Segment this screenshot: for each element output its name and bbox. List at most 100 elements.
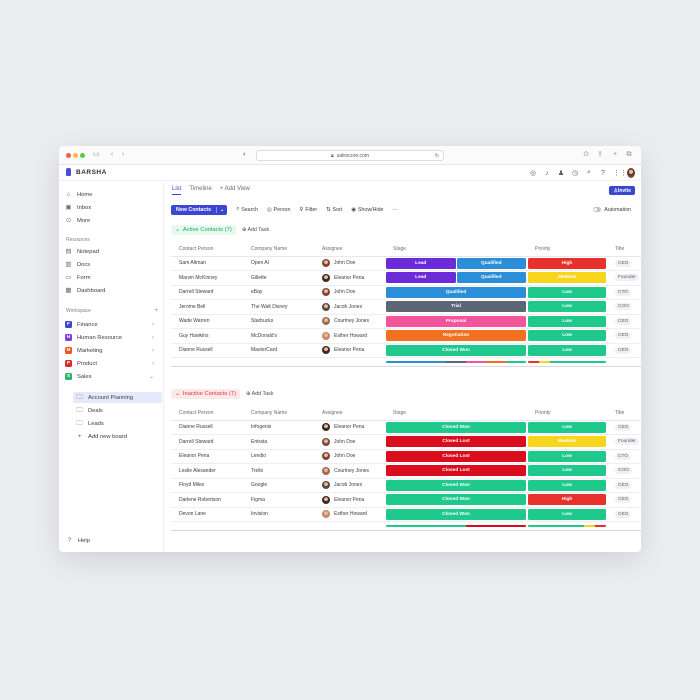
priority-cell[interactable]: High <box>527 492 607 508</box>
contact-cell[interactable]: Sam Altman <box>171 256 243 271</box>
contact-cell[interactable]: Marvin McKinney <box>171 270 243 286</box>
stage-cell[interactable]: Closed Won <box>385 343 527 358</box>
stage-cell[interactable]: Closed Won <box>385 478 527 493</box>
title-cell[interactable]: CTO <box>607 449 641 464</box>
privacy-icon[interactable]: ◐ <box>242 151 248 158</box>
title-cell[interactable]: CEO <box>607 420 641 435</box>
person-filter-button[interactable]: ◎ Person <box>267 207 290 213</box>
column-header-priority[interactable]: Priority <box>527 406 607 421</box>
new-tab-icon[interactable]: + <box>612 151 618 158</box>
title-cell[interactable]: COO <box>607 299 641 315</box>
priority-badge[interactable]: Low <box>528 344 606 356</box>
app-brand[interactable]: BARSHA <box>66 168 107 176</box>
stage-cell[interactable]: Closed Won <box>385 492 527 508</box>
priority-cell[interactable]: Medium <box>527 434 607 450</box>
priority-badge[interactable]: Medium <box>528 436 606 448</box>
tab-list[interactable]: List <box>172 186 182 195</box>
tab-add-view[interactable]: + Add View <box>219 186 250 192</box>
assignee-cell[interactable]: John Doe <box>314 449 385 464</box>
board-leads[interactable]: 🗀︎ Leads <box>73 418 162 429</box>
priority-cell[interactable]: Low <box>527 478 607 493</box>
reload-icon[interactable]: ↻ <box>434 152 439 159</box>
table-row[interactable]: Dianne Russell Infogenix Eleanor Pena Close… <box>171 420 641 435</box>
sidebar-item-docs[interactable]: ▥ Docs <box>65 259 161 270</box>
team-icon[interactable]: ♟ <box>557 170 565 177</box>
tab-timeline[interactable]: Timeline <box>189 186 212 192</box>
priority-cell[interactable]: Low <box>527 420 607 435</box>
column-header-priority[interactable]: Priority <box>527 242 607 257</box>
table-row[interactable]: Darlene Robertson Figma Eleanor Pena Closed… <box>171 492 641 508</box>
assignee-cell[interactable]: Eleanor Pena <box>314 492 385 508</box>
toggle-switch[interactable] <box>593 207 602 212</box>
show-hide-button[interactable]: ◉ Show/Hide <box>351 207 383 213</box>
priority-badge[interactable]: High <box>528 494 606 506</box>
assignee-cell[interactable]: John Doe <box>314 285 385 300</box>
stage-cell[interactable]: Closed Lost <box>385 449 527 464</box>
company-cell[interactable]: The Walt Disney <box>243 299 314 315</box>
title-cell[interactable]: COO <box>607 463 641 479</box>
company-cell[interactable]: McDonald's <box>243 328 314 344</box>
help-link[interactable]: ? Help <box>66 537 90 544</box>
title-cell[interactable]: CTO <box>607 285 641 300</box>
invite-button[interactable]: ♙Invite <box>609 186 635 195</box>
company-cell[interactable]: Invision <box>243 507 314 522</box>
search-icon[interactable]: ⌕ <box>587 169 591 176</box>
stage-cell[interactable]: Lead Qualified <box>385 270 527 286</box>
assignee-cell[interactable]: John Doe <box>314 434 385 450</box>
stage-badge[interactable]: Closed Lost <box>386 436 526 448</box>
stage-badge[interactable]: Closed Won <box>386 494 526 506</box>
sidebar-item-home[interactable]: ⌂ Home <box>65 189 161 200</box>
assignee-cell[interactable]: Esther Howard <box>314 328 385 344</box>
priority-badge[interactable]: Low <box>528 315 606 327</box>
contact-cell[interactable]: Devon Lane <box>171 507 243 522</box>
priority-badge[interactable]: Low <box>528 508 606 520</box>
user-avatar[interactable] <box>627 168 635 178</box>
column-header-stage[interactable]: Stage <box>385 406 527 421</box>
share-icon[interactable]: ⇪ <box>597 151 603 158</box>
add-task-button[interactable]: ⊕ Add Task <box>242 227 269 233</box>
chevron-down-icon[interactable]: ⌄ <box>216 206 227 213</box>
table-row[interactable]: Eleanor Pena Lendio John Doe Closed Lost Low… <box>171 449 641 464</box>
priority-badge[interactable]: High <box>528 257 606 269</box>
stage-cell[interactable]: Lead Qualified <box>385 256 527 271</box>
priority-badge[interactable]: Low <box>528 450 606 462</box>
assignee-cell[interactable]: Courtney Jones <box>314 314 385 329</box>
priority-cell[interactable]: Low <box>527 314 607 329</box>
assignee-cell[interactable]: Jacob Jones <box>314 299 385 315</box>
contact-cell[interactable]: Darrell Steward <box>171 434 243 450</box>
stage-badge[interactable]: Trial <box>386 301 526 313</box>
contact-cell[interactable]: Darrell Steward <box>171 285 243 300</box>
stage-cell[interactable]: Closed Won <box>385 507 527 522</box>
tabs-icon[interactable]: ⧉ <box>626 151 632 158</box>
maximize-dot[interactable] <box>80 153 85 158</box>
stage-badge[interactable]: Closed Lost <box>386 450 526 462</box>
company-cell[interactable]: Trello <box>243 463 314 479</box>
title-cell[interactable]: CEO <box>607 256 641 271</box>
assignee-cell[interactable]: Eleanor Pena <box>314 343 385 358</box>
minimize-dot[interactable] <box>73 153 78 158</box>
workspace-finance[interactable]: F Finance › <box>65 319 161 330</box>
company-cell[interactable]: Google <box>243 478 314 493</box>
contact-cell[interactable]: Darlene Robertson <box>171 492 243 508</box>
company-cell[interactable]: Starbucks <box>243 314 314 329</box>
stage-cell[interactable]: Trial <box>385 299 527 315</box>
stage-cell[interactable]: Closed Lost <box>385 463 527 479</box>
priority-cell[interactable]: Low <box>527 299 607 315</box>
company-cell[interactable]: Gillette <box>243 270 314 286</box>
column-header-assignee[interactable]: Assignee <box>314 242 385 257</box>
contact-cell[interactable]: Jerome Bell <box>171 299 243 315</box>
priority-cell[interactable]: High <box>527 256 607 271</box>
priority-cell[interactable]: Low <box>527 449 607 464</box>
stage-cell[interactable]: Qualified <box>385 285 527 300</box>
table-row[interactable]: Sam Altman Open AI John Doe Lead Qualified Hi… <box>171 256 641 271</box>
priority-cell[interactable]: Low <box>527 328 607 344</box>
company-cell[interactable]: Lendio <box>243 449 314 464</box>
column-header-assignee[interactable]: Assignee <box>314 406 385 421</box>
assignee-cell[interactable]: Eleanor Pena <box>314 270 385 286</box>
stage-badge[interactable]: Qualified <box>386 286 526 298</box>
priority-cell[interactable]: Low <box>527 285 607 300</box>
sidebar-toggle-icon[interactable]: ▭ <box>92 151 100 158</box>
sidebar-item-notepad[interactable]: ▤ Notepad <box>65 246 161 257</box>
contact-cell[interactable]: Dianne Russell <box>171 420 243 435</box>
priority-badge[interactable]: Low <box>528 465 606 477</box>
